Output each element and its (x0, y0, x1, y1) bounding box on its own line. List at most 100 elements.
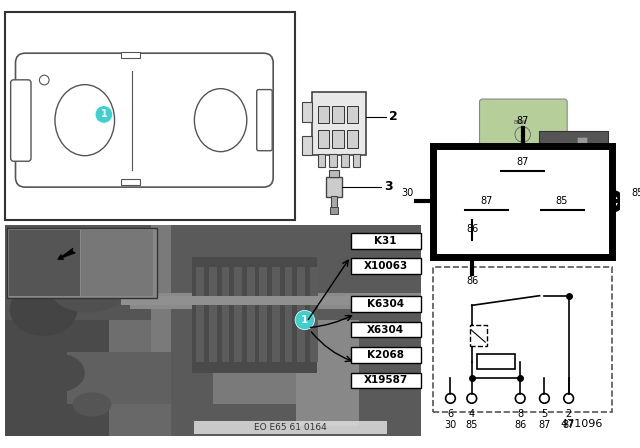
Text: K31: K31 (374, 236, 397, 246)
Bar (330, 154, 337, 167)
Ellipse shape (31, 353, 84, 392)
Text: 1: 1 (466, 142, 475, 155)
Bar (332, 130, 344, 148)
Text: 2: 2 (566, 409, 572, 419)
Bar (120, 52, 140, 58)
Bar (122, 296, 421, 305)
Bar (347, 130, 358, 148)
Bar (577, 137, 587, 212)
Text: K6304: K6304 (367, 299, 404, 309)
Bar (302, 102, 312, 121)
Bar (247, 267, 255, 362)
Bar (353, 154, 360, 167)
Text: 85: 85 (632, 188, 640, 198)
Bar (332, 196, 337, 208)
Ellipse shape (195, 89, 247, 152)
Text: 8: 8 (517, 409, 524, 419)
Circle shape (445, 393, 455, 403)
Bar (312, 92, 366, 155)
Text: 87: 87 (516, 157, 529, 167)
Text: 86: 86 (514, 420, 526, 430)
Circle shape (564, 393, 573, 403)
Bar (192, 257, 317, 373)
Bar (332, 106, 344, 124)
Bar (326, 177, 342, 197)
Bar (310, 267, 317, 362)
Circle shape (467, 393, 477, 403)
Bar (470, 325, 487, 346)
Bar (213, 331, 296, 405)
Bar (5, 225, 150, 320)
FancyBboxPatch shape (257, 90, 272, 151)
Circle shape (95, 106, 113, 123)
Text: 4: 4 (468, 409, 475, 419)
Text: X10063: X10063 (364, 261, 408, 271)
Bar (317, 154, 326, 167)
Bar (351, 258, 421, 274)
FancyBboxPatch shape (479, 99, 567, 186)
Circle shape (515, 393, 525, 403)
Circle shape (295, 310, 314, 330)
Bar (221, 267, 229, 362)
Bar (351, 297, 421, 312)
Text: 30: 30 (401, 188, 413, 198)
Bar (130, 293, 421, 310)
Circle shape (40, 75, 49, 85)
Text: 5: 5 (541, 409, 548, 419)
Text: BMW: BMW (513, 121, 527, 125)
Text: 87: 87 (481, 196, 493, 206)
Bar (593, 160, 603, 212)
Bar (330, 207, 338, 214)
Ellipse shape (73, 392, 111, 417)
Bar (259, 267, 267, 362)
Circle shape (515, 127, 531, 142)
Bar (150, 225, 213, 352)
Bar (433, 146, 612, 257)
Bar (234, 267, 242, 362)
Text: X6304: X6304 (367, 325, 404, 335)
Text: 6: 6 (447, 409, 454, 419)
Text: 87: 87 (516, 116, 529, 126)
Bar (109, 352, 172, 436)
Bar (272, 267, 280, 362)
Text: 85: 85 (465, 420, 478, 430)
Bar (172, 225, 421, 436)
Text: 1: 1 (301, 315, 308, 325)
Ellipse shape (10, 283, 77, 336)
Bar (351, 347, 421, 363)
Bar (477, 354, 515, 369)
Bar (351, 322, 421, 337)
Bar (317, 130, 330, 148)
Bar (194, 421, 387, 434)
Bar (120, 179, 140, 185)
Text: 2: 2 (389, 110, 398, 123)
FancyBboxPatch shape (15, 53, 273, 187)
Bar (341, 154, 349, 167)
Bar (7, 228, 157, 297)
Bar (302, 136, 312, 155)
Bar (297, 267, 305, 362)
Bar (539, 131, 609, 218)
Bar (9, 230, 81, 296)
Bar (209, 267, 217, 362)
Bar (5, 225, 421, 436)
Text: 86: 86 (467, 224, 479, 234)
Text: 471096: 471096 (560, 418, 602, 429)
Bar (317, 106, 330, 124)
Bar (5, 320, 109, 436)
Bar (351, 373, 421, 388)
Bar (81, 230, 153, 296)
Bar (67, 352, 172, 405)
Ellipse shape (49, 264, 127, 313)
Bar (285, 267, 292, 362)
Bar (347, 106, 358, 124)
Bar (196, 267, 204, 362)
Text: EO E65 61 0164: EO E65 61 0164 (254, 423, 327, 432)
Bar (296, 320, 359, 426)
Text: K2068: K2068 (367, 350, 404, 360)
FancyBboxPatch shape (11, 80, 31, 161)
Text: 3: 3 (385, 181, 393, 194)
Text: 1: 1 (100, 109, 108, 120)
Bar (330, 169, 339, 177)
Text: 86: 86 (467, 276, 479, 286)
